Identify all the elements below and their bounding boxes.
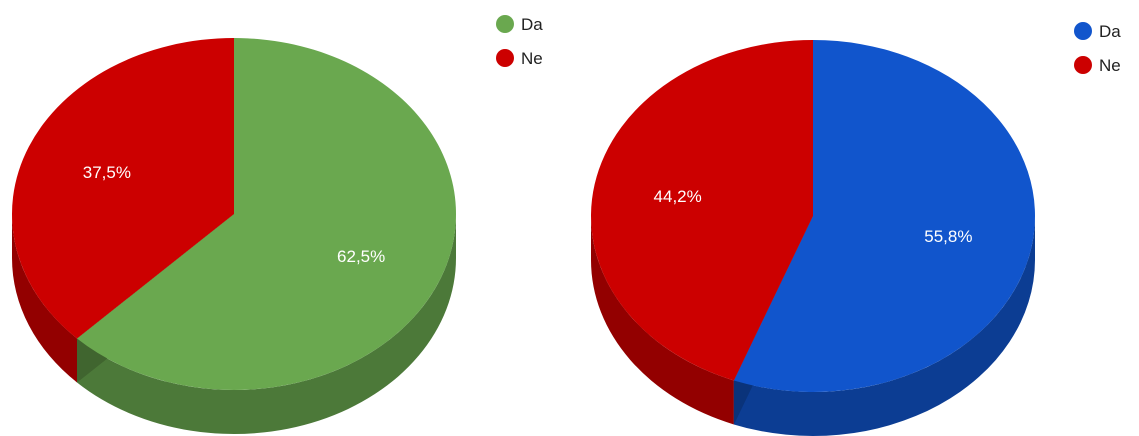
pie-slice-ne[interactable] xyxy=(591,40,813,381)
legend-swatch-ne xyxy=(496,49,514,67)
pie-side-da xyxy=(733,216,1035,436)
legend-label-ne: Ne xyxy=(1099,56,1121,75)
legend-swatch-da xyxy=(496,15,514,33)
pie-chart-2: 55,8% 44,2% Da Ne xyxy=(591,22,1121,436)
pie-slice-ne[interactable] xyxy=(11,38,234,339)
pie-top xyxy=(591,40,1035,392)
legend-label-da: Da xyxy=(521,15,543,34)
legend: Da Ne xyxy=(1074,22,1121,75)
legend-label-ne: Ne xyxy=(521,49,543,68)
slice-label-da: 62,5% xyxy=(337,247,385,266)
pie-slice-da[interactable] xyxy=(733,40,1035,392)
legend-label-da: Da xyxy=(1099,22,1121,41)
pie-side-ne xyxy=(591,216,734,425)
legend-swatch-ne xyxy=(1074,56,1092,74)
pie-chart-1: 62,5% 37,5% Da Ne xyxy=(11,15,543,434)
slice-label-ne: 44,2% xyxy=(654,187,702,206)
legend: Da Ne xyxy=(496,15,543,68)
slice-label-da: 55,8% xyxy=(924,227,972,246)
pie-side-da xyxy=(77,214,457,434)
pie-slice-da[interactable] xyxy=(77,38,457,390)
pie-side-ne xyxy=(12,214,78,383)
pie-top xyxy=(11,38,457,390)
slice-label-ne: 37,5% xyxy=(83,163,131,182)
legend-swatch-da xyxy=(1074,22,1092,40)
